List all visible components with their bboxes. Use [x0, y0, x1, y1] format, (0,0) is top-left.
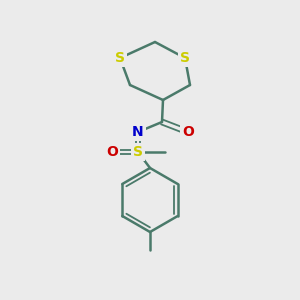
Text: S: S [133, 145, 143, 159]
Text: O: O [182, 125, 194, 139]
Text: S: S [180, 51, 190, 65]
Text: S: S [115, 51, 125, 65]
Text: N: N [132, 125, 144, 139]
Text: O: O [106, 145, 118, 159]
